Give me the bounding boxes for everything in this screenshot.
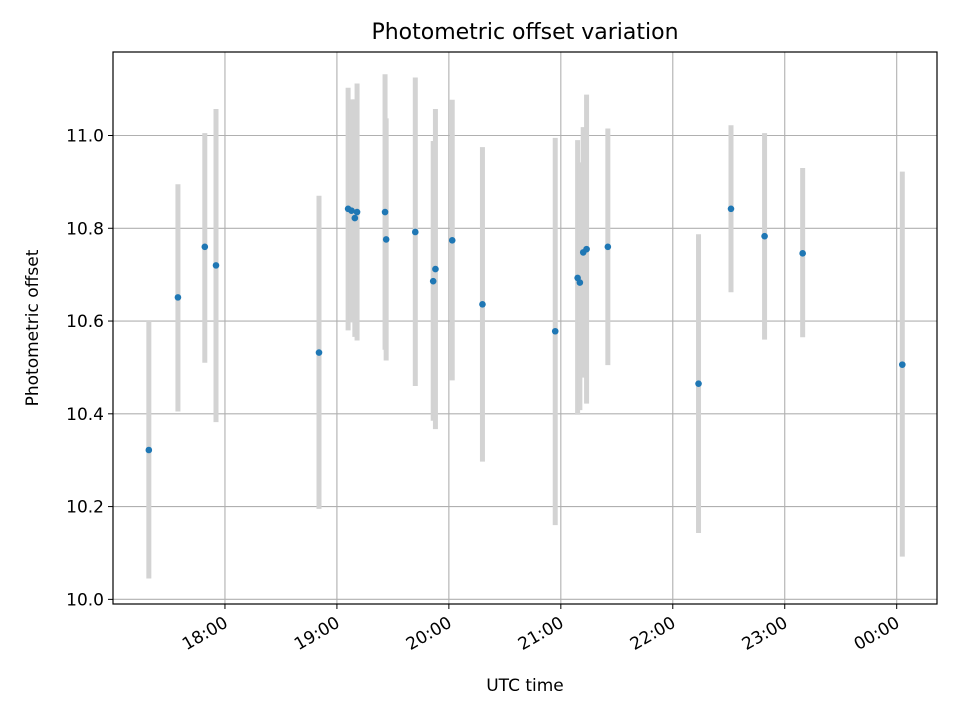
data-point bbox=[898, 361, 906, 368]
data-point bbox=[761, 232, 768, 240]
data-point bbox=[382, 236, 390, 243]
x-axis-label: UTC time bbox=[486, 676, 564, 696]
data-point bbox=[381, 208, 389, 216]
data-point bbox=[174, 294, 182, 301]
data-point bbox=[145, 446, 153, 454]
data-point bbox=[479, 301, 486, 308]
data-point bbox=[351, 214, 359, 222]
y-tick-label: 10.0 bbox=[66, 590, 104, 610]
y-tick-label: 10.8 bbox=[66, 219, 104, 239]
data-point bbox=[432, 265, 439, 273]
data-points bbox=[145, 205, 906, 454]
data-point bbox=[799, 250, 806, 257]
grid bbox=[113, 52, 937, 604]
data-point bbox=[576, 279, 584, 286]
data-point bbox=[201, 243, 209, 251]
x-axis-ticks: 18:00 19:00 20:00 21:00 22:00 23:00 00:00 bbox=[179, 604, 903, 655]
data-point bbox=[448, 237, 456, 244]
data-point bbox=[727, 205, 735, 213]
data-point bbox=[353, 208, 361, 216]
y-tick-label: 10.6 bbox=[66, 312, 104, 332]
data-point bbox=[212, 262, 220, 269]
data-point bbox=[583, 245, 590, 253]
y-tick-label: 10.4 bbox=[66, 405, 104, 425]
data-point bbox=[411, 228, 419, 236]
plot-frame bbox=[112, 51, 938, 605]
y-axis-label: Photometric offset bbox=[23, 249, 43, 406]
data-point bbox=[429, 277, 437, 285]
data-point bbox=[695, 380, 702, 387]
data-point bbox=[604, 243, 612, 251]
y-axis-ticks: 10.0 10.2 10.4 10.6 10.8 11.0 bbox=[66, 126, 113, 610]
y-tick-label: 11.0 bbox=[66, 126, 104, 146]
chart-title: Photometric offset variation bbox=[371, 20, 678, 45]
data-point bbox=[551, 327, 559, 335]
data-point bbox=[315, 349, 323, 356]
y-tick-label: 10.2 bbox=[66, 498, 104, 518]
data-point bbox=[348, 207, 355, 214]
